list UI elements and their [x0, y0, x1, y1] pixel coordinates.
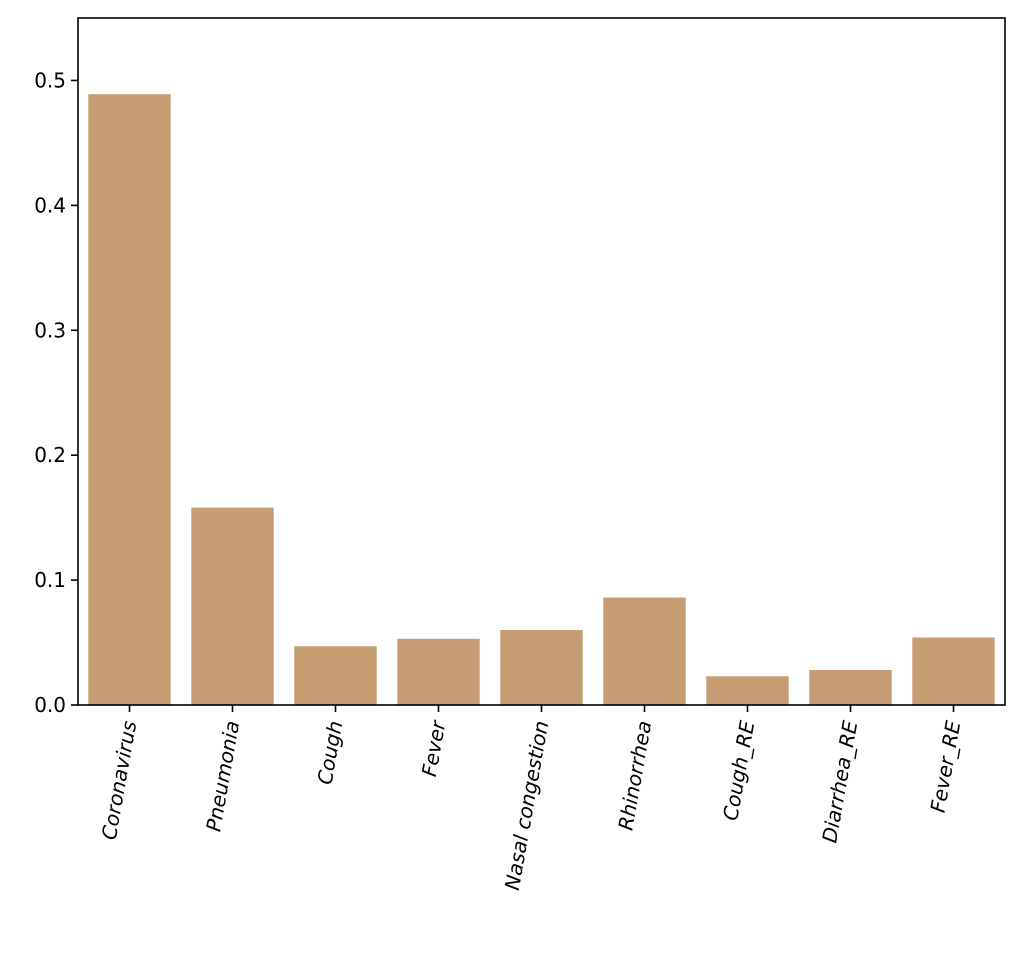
bar-pneumonia: [191, 507, 274, 705]
bar-coronavirus: [88, 94, 171, 706]
bar-nasal-congestion: [500, 630, 583, 705]
y-tick-label: 0.1: [34, 568, 66, 592]
plot-frame: [77, 17, 1006, 706]
x-tick-label: Fever_RE: [926, 719, 966, 815]
x-axis: Coronavirus Pneumonia Cough Fever Nasal cong…: [97, 705, 966, 892]
x-tick-label: Cough_RE: [718, 719, 759, 823]
x-tick-label: Diarrhea_RE: [817, 719, 862, 845]
x-tick-label: Fever: [417, 717, 451, 778]
x-tick-label: Pneumonia: [201, 719, 244, 833]
bar-fever: [397, 638, 480, 705]
bars-layer: [88, 94, 995, 706]
bar-cough: [294, 646, 377, 705]
y-tick-label: 0.3: [34, 318, 66, 342]
bar-fever-re: [912, 637, 995, 705]
y-tick-label: 0.5: [34, 68, 66, 92]
bar-cough-re: [706, 676, 789, 705]
y-tick-label: 0.4: [34, 193, 66, 217]
x-tick-label: Rhinorrhea: [613, 719, 656, 832]
bar-rhinorrhea: [603, 597, 686, 705]
y-axis: 0.0 0.1 0.2 0.3 0.4 0.5: [34, 68, 78, 717]
y-tick-label: 0.2: [34, 443, 66, 467]
x-tick-label: Nasal congestion: [500, 719, 553, 892]
bar-diarrhea-re: [809, 670, 892, 705]
x-tick-label: Cough: [313, 719, 348, 786]
x-tick-label: Coronavirus: [97, 719, 142, 842]
y-tick-label: 0.0: [34, 693, 66, 717]
